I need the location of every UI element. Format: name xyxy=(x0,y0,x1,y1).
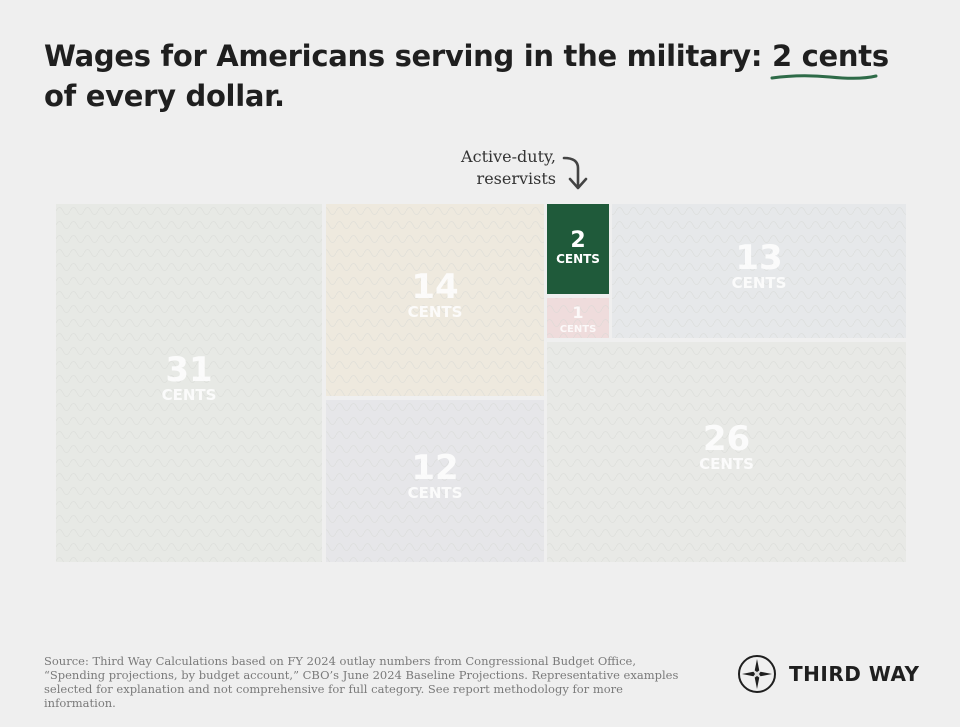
data-label-value: 26 xyxy=(703,419,750,459)
highlight-underline xyxy=(770,74,878,80)
data-label-unit: CENTS xyxy=(162,386,217,404)
treemap-chart: 31CENTS14CENTS12CENTS2CENTS1CENTS13CENTS… xyxy=(56,204,906,562)
data-label-value: 31 xyxy=(165,350,212,390)
banknote-texture xyxy=(326,204,544,396)
chart-title: Wages for Americans serving in the milit… xyxy=(44,36,924,116)
annotation-line-2: reservists xyxy=(476,169,556,188)
treemap-tiles: 31CENTS14CENTS12CENTS2CENTS1CENTS13CENTS… xyxy=(56,204,906,562)
banknote-texture xyxy=(612,204,906,338)
data-label-unit: CENTS xyxy=(732,274,787,292)
title-tail: of every dollar. xyxy=(44,79,285,113)
data-label-value: 13 xyxy=(735,238,782,278)
data-label-unit: CENTS xyxy=(560,324,597,335)
banknote-texture xyxy=(547,298,609,338)
compass-star-icon xyxy=(738,655,776,693)
banknote-texture xyxy=(547,342,906,562)
banknote-texture xyxy=(326,400,544,562)
data-label-value: 12 xyxy=(411,448,458,488)
annotation-arrow-icon xyxy=(562,156,588,190)
data-label-unit: CENTS xyxy=(408,484,463,502)
data-label-value: 1 xyxy=(572,303,583,322)
brand-name: THIRD WAY xyxy=(789,662,920,686)
data-label-unit: CENTS xyxy=(556,252,600,266)
data-label-unit: CENTS xyxy=(699,455,754,473)
data-label-unit: CENTS xyxy=(408,303,463,321)
brand-logo: THIRD WAY xyxy=(737,654,920,694)
banknote-texture xyxy=(56,204,322,562)
title-highlight: 2 cents xyxy=(770,36,889,80)
title-highlight-text: 2 cents xyxy=(771,39,889,73)
data-label-value: 14 xyxy=(411,267,458,307)
data-label-value: 2 xyxy=(570,228,585,253)
source-note: Source: Third Way Calculations based on … xyxy=(44,654,679,710)
treemap-tile-2-cents xyxy=(547,204,609,294)
annotation-label: Active-duty, reservists xyxy=(410,146,556,190)
annotation-line-1: Active-duty, xyxy=(461,147,556,166)
title-lead: Wages for Americans serving in the milit… xyxy=(44,39,772,73)
